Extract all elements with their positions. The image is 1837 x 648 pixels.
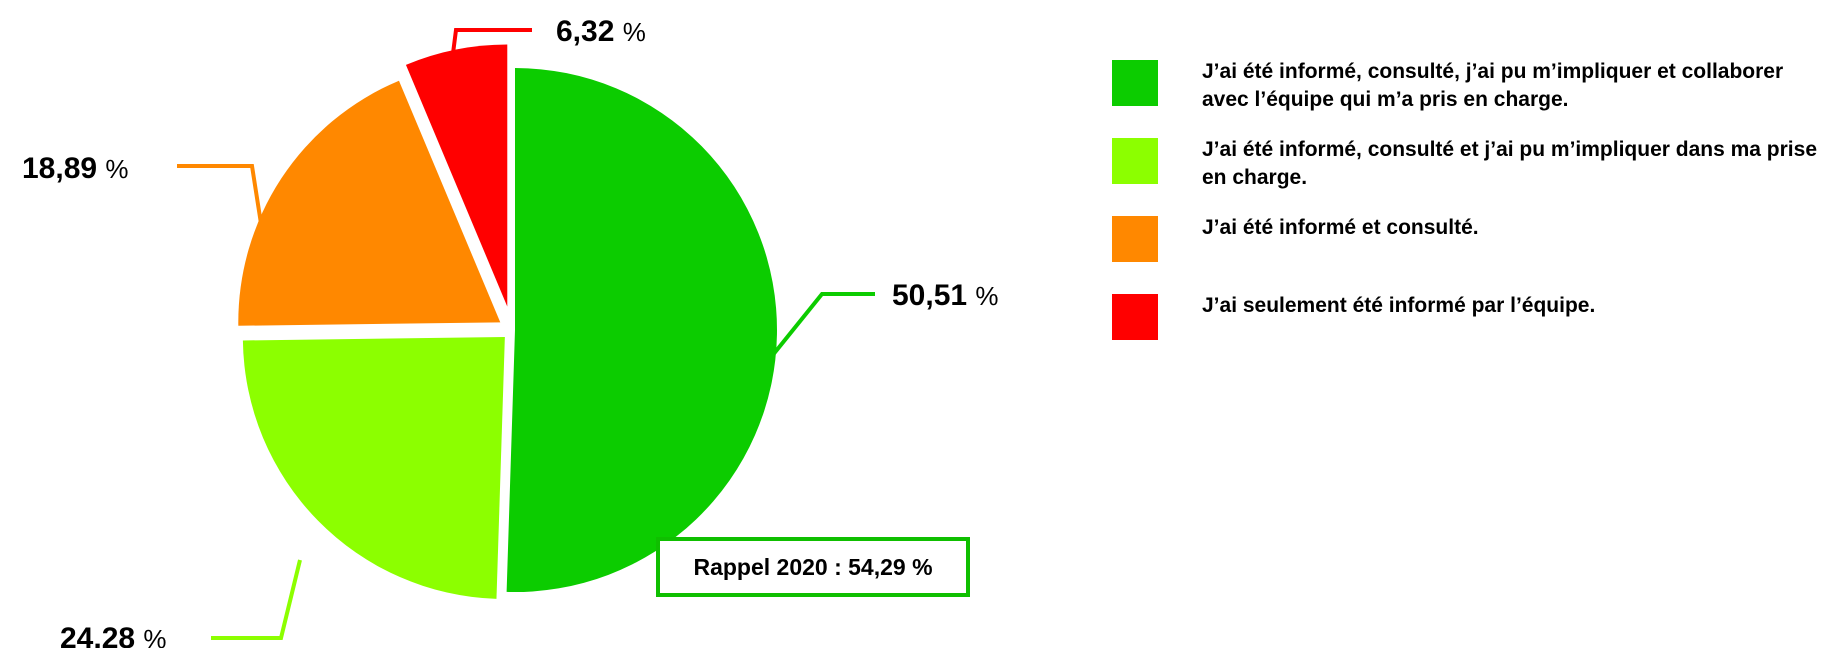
legend-item: J’ai été informé et consulté.	[1112, 214, 1832, 262]
data-label: 18,89 %	[22, 152, 129, 185]
pie-slice	[506, 68, 778, 593]
leader-line	[211, 559, 302, 640]
leader-line	[444, 28, 532, 109]
legend-label: J’ai été informé, consulté, j’ai pu m’im…	[1202, 60, 1784, 111]
leader-line	[770, 292, 875, 358]
legend-swatch	[1112, 138, 1158, 184]
data-label: 6,32 %	[556, 15, 646, 48]
pie-slice	[242, 337, 505, 599]
legend-label: J’ai été informé, consulté et j’ai pu m’…	[1202, 138, 1817, 189]
legend-swatch	[1112, 294, 1158, 340]
legend-item: J’ai été informé, consulté et j’ai pu m’…	[1112, 136, 1832, 189]
legend-label: J’ai été informé et consulté.	[1202, 216, 1479, 239]
pie-chart: 50,51 % 24,28 % 18,89 % 6,32 %	[22, 15, 999, 648]
legend-swatch	[1112, 216, 1158, 262]
pie-slice	[405, 44, 508, 307]
legend-swatch	[1112, 60, 1158, 106]
data-label: 50,51 %	[892, 279, 999, 312]
legend: J’ai été informé, consulté, j’ai pu m’im…	[1112, 58, 1832, 370]
pie-slice	[238, 80, 501, 326]
data-label: 24,28 %	[60, 622, 167, 648]
leader-line	[177, 164, 264, 231]
recall-annotation: Rappel 2020 : 54,29 %	[656, 537, 970, 597]
legend-label: J’ai seulement été informé par l’équipe.	[1202, 294, 1596, 317]
legend-item: J’ai seulement été informé par l’équipe.	[1112, 292, 1832, 340]
legend-item: J’ai été informé, consulté, j’ai pu m’im…	[1112, 58, 1832, 111]
